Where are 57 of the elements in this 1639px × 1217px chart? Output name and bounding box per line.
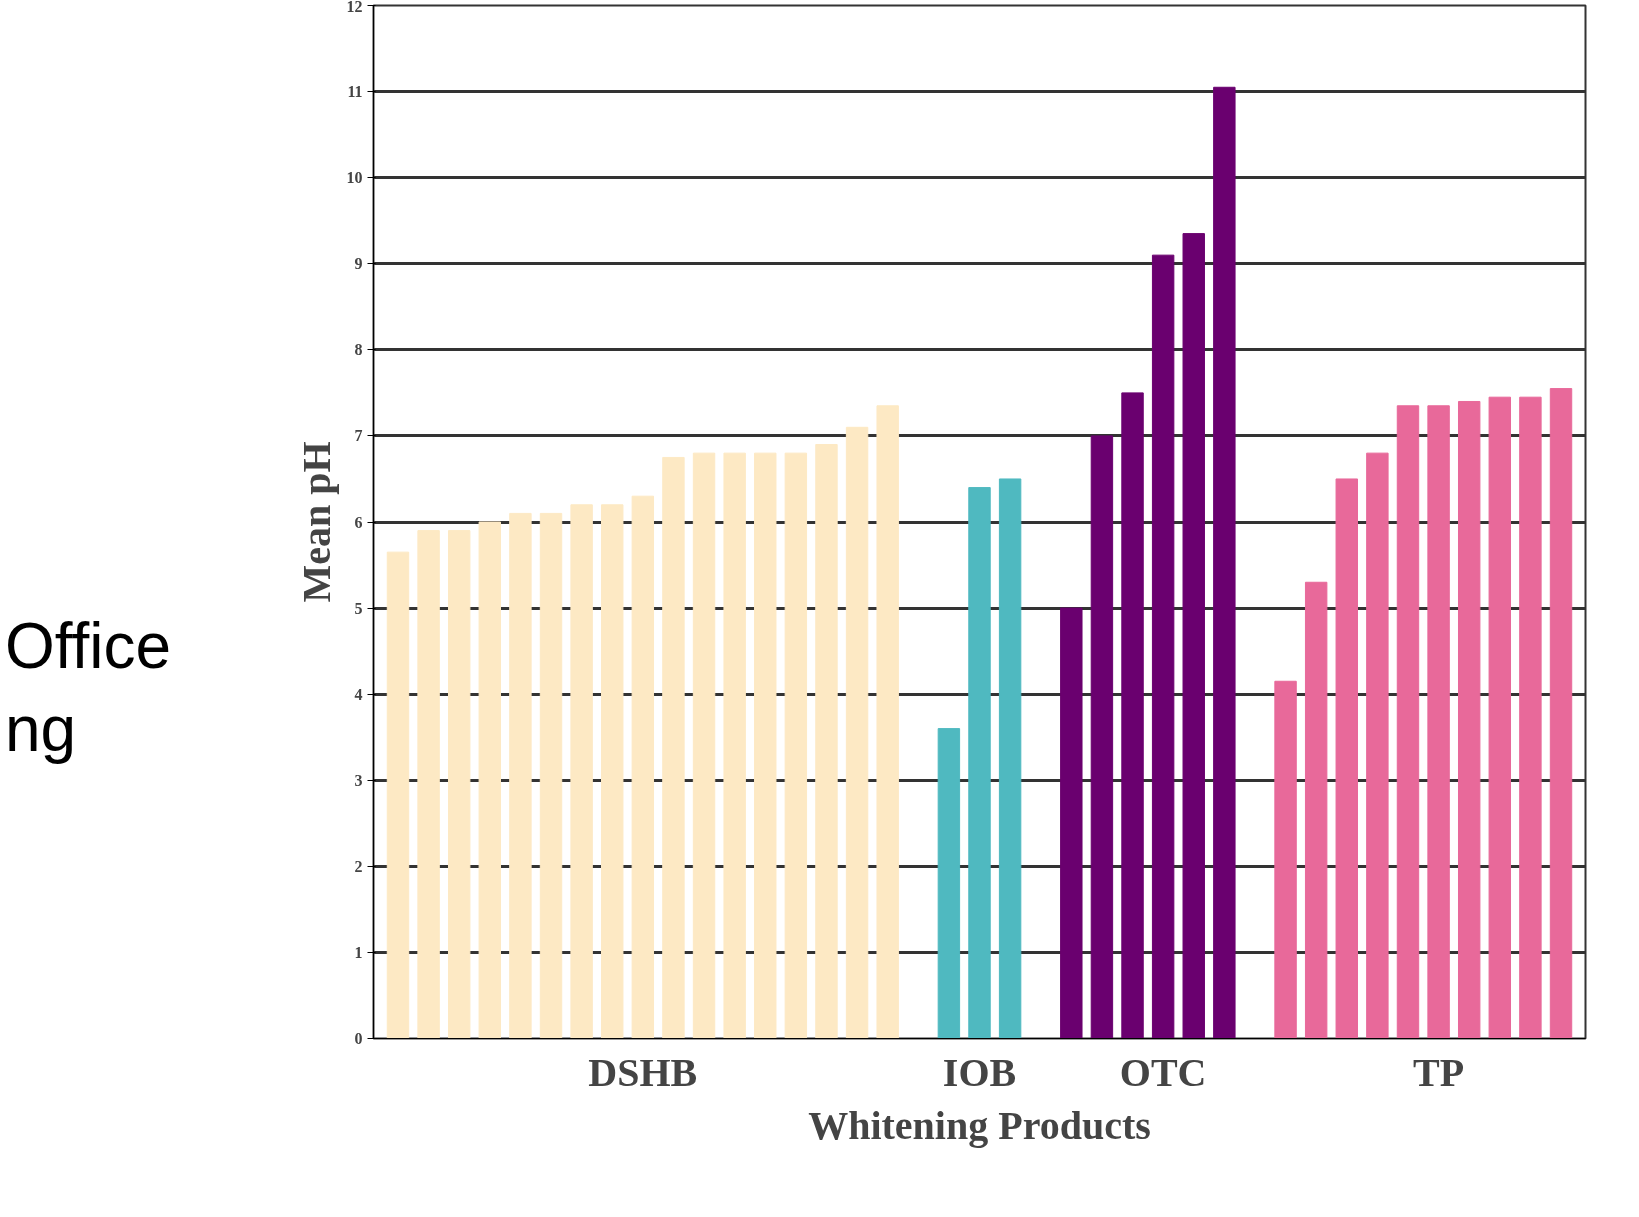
bar <box>1549 388 1573 1039</box>
bar <box>539 512 563 1039</box>
x-tick-label: IOB <box>942 1049 1017 1095</box>
bar <box>386 551 410 1039</box>
bar <box>754 452 777 1039</box>
bar <box>601 504 624 1039</box>
y-tick-label: 11 <box>347 83 363 101</box>
bar <box>1488 396 1512 1039</box>
bar <box>815 444 838 1039</box>
x-axis-title: Whitening Products <box>808 1102 1151 1148</box>
bar <box>784 452 808 1039</box>
text: ng <box>5 693 77 766</box>
bar <box>631 495 655 1039</box>
bar <box>570 504 593 1039</box>
bar <box>937 728 961 1039</box>
bar <box>1213 86 1236 1039</box>
y-tick-label: 6 <box>354 513 363 531</box>
y-tick-label: 1 <box>354 943 363 961</box>
bar <box>417 530 440 1039</box>
bar <box>1396 405 1420 1039</box>
bar <box>1060 607 1083 1039</box>
y-tick-label: 8 <box>354 341 363 359</box>
bar <box>845 426 869 1039</box>
bar <box>1427 405 1450 1039</box>
bar <box>1121 392 1144 1039</box>
bar <box>1151 254 1175 1039</box>
bar <box>998 478 1022 1039</box>
bar <box>509 512 532 1039</box>
x-tick-label: OTC <box>1119 1049 1207 1095</box>
bar <box>662 456 685 1039</box>
bar <box>692 452 716 1039</box>
y-tick-label: 10 <box>346 169 363 187</box>
bar <box>447 530 471 1039</box>
bar <box>1274 680 1297 1039</box>
bar <box>1366 452 1389 1039</box>
y-tick-label: 12 <box>346 0 363 15</box>
y-tick-label: 3 <box>354 771 363 789</box>
bar <box>1304 581 1328 1039</box>
x-tick-label: TP <box>1413 1049 1465 1095</box>
y-tick-label: 7 <box>354 427 363 445</box>
bar <box>1182 233 1205 1039</box>
bar <box>723 452 746 1039</box>
bar <box>1457 400 1481 1039</box>
x-tick-label: DSHB <box>588 1049 698 1095</box>
bar <box>1090 435 1114 1039</box>
bar <box>1335 478 1358 1039</box>
y-tick-label: 4 <box>354 685 363 703</box>
y-tick-label: 9 <box>354 255 363 273</box>
y-tick-label: 2 <box>354 857 363 875</box>
y-tick-label: 0 <box>354 1030 363 1047</box>
bar <box>478 521 502 1039</box>
bar <box>1519 396 1542 1039</box>
y-tick-label: 5 <box>354 599 363 617</box>
y-axis-title: Mean pH <box>293 441 339 603</box>
bar <box>968 487 991 1039</box>
bar <box>876 405 899 1039</box>
text: Office <box>5 610 171 682</box>
